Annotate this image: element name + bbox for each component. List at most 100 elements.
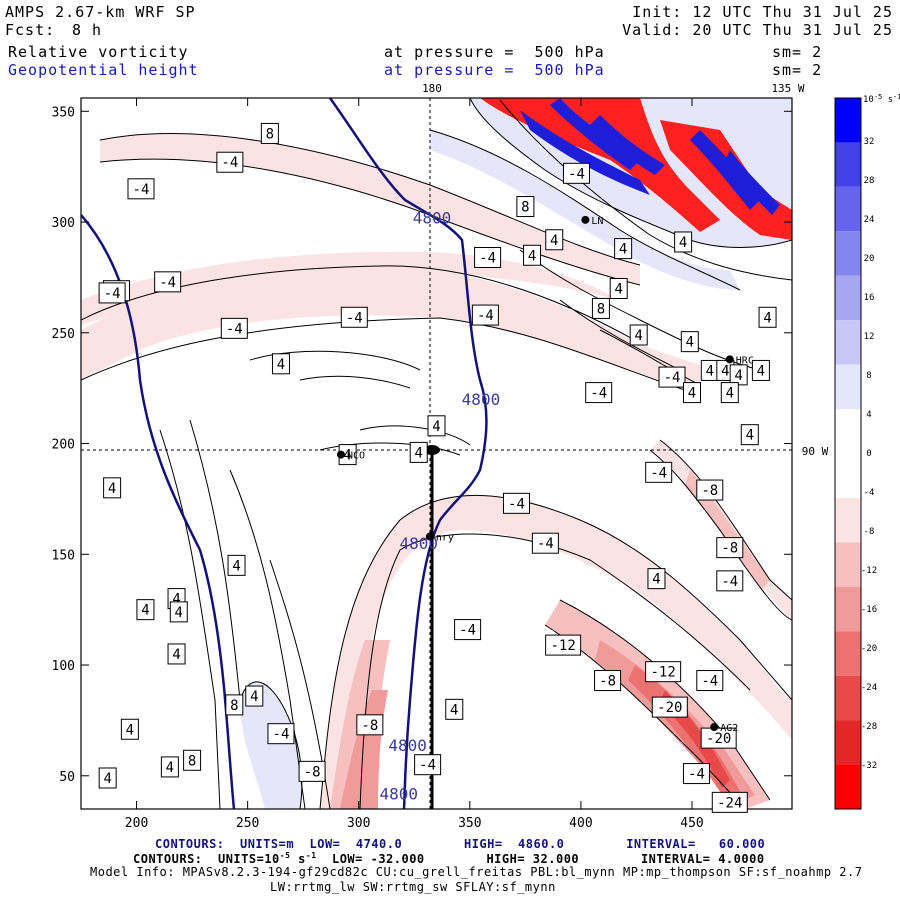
y-tick-label: 150 (52, 548, 75, 563)
svg-text:-8: -8 (701, 483, 718, 499)
svg-text:4: 4 (172, 647, 180, 663)
vort-label: 4 (427, 415, 446, 437)
vort-label: -8 (594, 670, 622, 692)
station-marker: AG2 (710, 723, 738, 734)
y-tick-label: 350 (52, 105, 75, 120)
svg-text:4: 4 (614, 281, 622, 297)
colorbar-segment (835, 586, 861, 632)
svg-text:-4: -4 (568, 166, 585, 182)
svg-text:-8: -8 (721, 541, 738, 557)
colorbar-segment (835, 98, 861, 143)
svg-text:-4: -4 (226, 321, 243, 337)
vort-label: -4 (414, 754, 442, 776)
pole-marker (424, 445, 440, 455)
svg-text:4: 4 (166, 760, 174, 776)
svg-text:4: 4 (415, 445, 423, 461)
svg-text:-4: -4 (419, 758, 436, 774)
vort-dense-2 (520, 110, 650, 195)
colorbar-unit: 10-5 s-1 (863, 93, 900, 105)
vort-label: 4 (683, 382, 702, 404)
y-tick-label: 100 (52, 659, 75, 674)
vort-label: -4 (471, 304, 499, 326)
svg-text:-24: -24 (717, 795, 742, 811)
vort-label: -24 (711, 791, 748, 813)
colorbar: 10-5 s-1 32 28 24 20 16 12 8 4 0 -4 -8 -12 -16 -20 -24 -… (834, 93, 900, 810)
model-info-2: LW:rrtmg_lw SW:rrtmg_sw SFLAY:sf_mynn (270, 880, 556, 894)
station-label: NCO (347, 451, 365, 462)
vort-label: -20 (651, 696, 688, 718)
colorbar-segment (835, 542, 861, 587)
field2-smoothing: sm= 2 (772, 61, 823, 79)
vort-label: -4 (154, 271, 182, 293)
map-frame (80, 97, 793, 810)
vort-label: 4 (409, 441, 428, 463)
height-contour-info: CONTOURS: UNITS=m LOW= 4740.0 HIGH= 4860… (155, 837, 766, 851)
colorbar-segment (835, 142, 861, 187)
map-field (81, 98, 792, 809)
station-marker: HRC (725, 355, 754, 366)
svg-text:4: 4 (250, 689, 258, 705)
vort-label: 4 (167, 643, 186, 665)
vort-label: -4 (696, 670, 724, 692)
colorbar-segment (835, 320, 861, 365)
colorbar-tick: 28 (864, 176, 875, 186)
vort-label: -4 (585, 382, 613, 404)
svg-text:-4: -4 (650, 465, 667, 481)
field2-name: Geopotential height (8, 61, 199, 79)
station-markers: NCO LN HRC AG2 nry (336, 215, 754, 734)
x-tick-label: 450 (680, 816, 703, 831)
colorbar-segment (835, 497, 861, 543)
y-tick-label: 250 (52, 327, 75, 342)
colorbar-tick: -12 (861, 566, 877, 576)
colorbar-tick: -20 (861, 644, 877, 654)
vort-label: 4 (271, 353, 290, 375)
vort-label: -4 (98, 282, 126, 304)
colorbar-segment (835, 675, 861, 721)
svg-text:-8: -8 (361, 718, 378, 734)
svg-text:8: 8 (597, 301, 605, 317)
vort-label: -12 (645, 661, 682, 683)
colorbar-segment (835, 231, 861, 276)
height-label: 4800 (379, 784, 418, 803)
svg-text:-4: -4 (477, 308, 494, 324)
field1-name: Relative vorticity (8, 43, 189, 61)
svg-text:-20: -20 (706, 731, 731, 747)
colorbar-tick: 4 (866, 410, 871, 420)
colorbar-tick: -28 (861, 722, 877, 732)
station-marker: nry (425, 532, 454, 544)
svg-text:-4: -4 (346, 310, 363, 326)
svg-text:-20: -20 (657, 700, 682, 716)
vort-label: -8 (298, 760, 326, 782)
svg-text:-4: -4 (664, 370, 681, 386)
colorbar-tick: -16 (861, 605, 877, 615)
svg-text:-4: -4 (721, 574, 738, 590)
vort-band-top (100, 133, 640, 285)
vort-contour-info: CONTOURS: UNITS=10-5 s-1 LOW= -32.000 HI… (133, 851, 765, 866)
vort-label: -4 (267, 723, 295, 745)
vort-pos-top (430, 130, 740, 290)
colorbar-segment (835, 364, 861, 410)
colorbar-segment (835, 409, 861, 454)
vort-label: -8 (356, 714, 384, 736)
station-label: AG2 (720, 723, 738, 734)
x-tick-label: 300 (347, 816, 370, 831)
station-label: nry (436, 533, 454, 544)
forecast-label: Fcst: (5, 21, 56, 39)
colorbar-tick: 16 (864, 293, 875, 303)
vort-label: -4 (658, 366, 686, 388)
vort-dense-5 (550, 98, 640, 170)
vort-label: 4 (160, 756, 179, 778)
colorbar-frame (834, 97, 862, 810)
colorbar-tick: 20 (864, 254, 875, 264)
station-label: LN (591, 216, 603, 227)
vort-band-upper (81, 267, 700, 395)
svg-text:4: 4 (175, 605, 183, 621)
vort-label: -4 (716, 570, 744, 592)
vort-contour-labels: 8-4-4-4-4-4-4-444448-444-44-4844444-4444… (98, 122, 777, 813)
vort-label: -20 (700, 727, 737, 749)
svg-text:-4: -4 (459, 623, 476, 639)
vort-label: -8 (716, 537, 744, 559)
lon-label-90w: 90 W (802, 445, 829, 458)
